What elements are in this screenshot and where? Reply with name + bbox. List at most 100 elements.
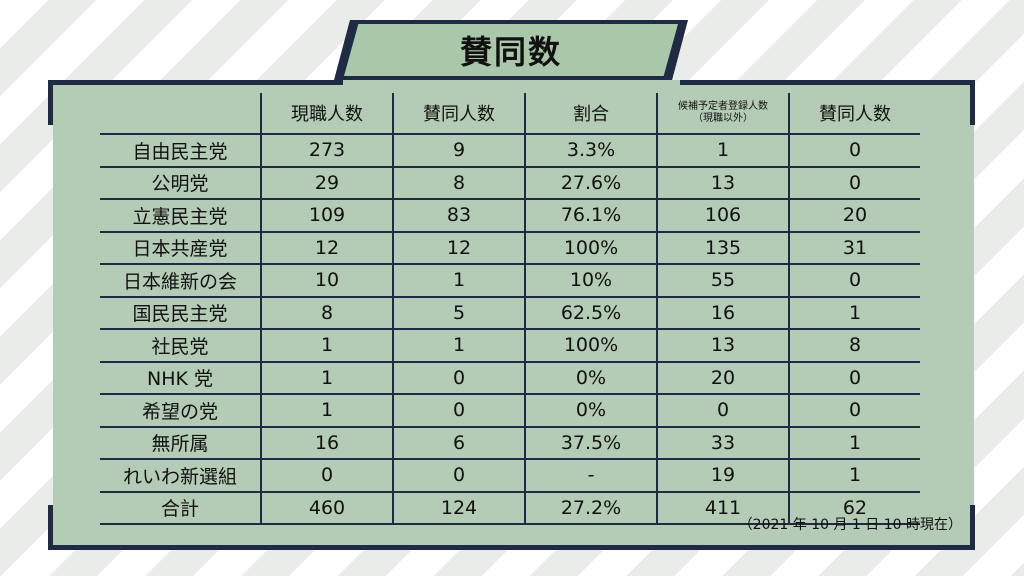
value-cell: 106 [656,199,789,233]
party-name-cell: 希望の党 [100,394,261,428]
value-cell: 10% [524,264,657,298]
date-note: （2021 年 10 月 1 日 10 時現在） [738,517,962,533]
header-supporters: 賛同人数 [392,93,525,135]
bracket-left-top [48,80,53,125]
party-name-cell: 日本維新の会 [100,264,261,298]
value-cell: 12 [392,231,525,265]
value-cell: 0 [788,166,920,200]
value-cell: 12 [260,231,393,265]
value-cell: 83 [392,199,525,233]
value-cell: 124 [392,491,525,525]
header-candidates-main: 候補予定者登録人数 [678,101,768,112]
table-row: 国民民主党 8 5 62.5% 16 1 [100,296,920,330]
value-cell: 20 [656,361,789,395]
value-cell: 0% [524,394,657,428]
table-row: NHK 党 1 0 0% 20 0 [100,361,920,395]
value-cell: 100% [524,329,657,363]
bracket-top-right [680,80,974,85]
value-cell: 0 [788,394,920,428]
value-cell: 9 [392,134,525,168]
value-cell: 1 [392,329,525,363]
value-cell: 8 [788,329,920,363]
value-cell: 19 [656,459,789,493]
value-cell: 0 [656,394,789,428]
value-cell: 109 [260,199,393,233]
value-cell: 1 [788,426,920,460]
value-cell: 273 [260,134,393,168]
value-cell: 13 [656,166,789,200]
table-row: 日本共産党 12 12 100% 135 31 [100,231,920,265]
value-cell: 62 [788,491,920,525]
page-title: 賛同数 [344,24,678,76]
value-cell: - [524,459,657,493]
value-cell: 37.5% [524,426,657,460]
value-cell: 5 [392,296,525,330]
value-cell: 1 [260,329,393,363]
value-cell: 31 [788,231,920,265]
bracket-bottom [53,545,974,550]
table-row: 立憲民主党 109 83 76.1% 106 20 [100,199,920,233]
value-cell: 20 [788,199,920,233]
party-name-cell: 社民党 [100,329,261,363]
value-cell: 1 [788,296,920,330]
value-cell: 27.2% [524,491,657,525]
header-incumbents: 現職人数 [260,93,393,135]
bracket-top-left [53,80,343,85]
value-cell: 1 [392,264,525,298]
header-row: 現職人数 賛同人数 割合 候補予定者登録人数 （現職以外） 賛同人数 [100,93,920,135]
party-name-cell: れいわ新選組 [100,459,261,493]
table-row: 日本維新の会 10 1 10% 55 0 [100,264,920,298]
value-cell: 1 [260,361,393,395]
value-cell: 0 [788,134,920,168]
table-row: 希望の党 1 0 0% 0 0 [100,394,920,428]
value-cell: 13 [656,329,789,363]
party-name-cell: 立憲民主党 [100,199,261,233]
value-cell: 411 [656,491,789,525]
value-cell: 3.3% [524,134,657,168]
value-cell: 76.1% [524,199,657,233]
bracket-right-top [970,80,975,125]
value-cell: 1 [260,394,393,428]
party-name-cell: 自由民主党 [100,134,261,168]
value-cell: 27.6% [524,166,657,200]
table-row: 自由民主党 273 9 3.3% 1 0 [100,134,920,168]
value-cell: 29 [260,166,393,200]
header-ratio: 割合 [524,93,657,135]
table-row: 公明党 29 8 27.6% 13 0 [100,166,920,200]
value-cell: 10 [260,264,393,298]
value-cell: 6 [392,426,525,460]
value-cell: 460 [260,491,393,525]
party-name-cell: 無所属 [100,426,261,460]
value-cell: 100% [524,231,657,265]
table-row: 社民党 1 1 100% 13 8 [100,329,920,363]
value-cell: 0 [260,459,393,493]
table-row: 無所属 16 6 37.5% 33 1 [100,426,920,460]
value-cell: 0 [788,264,920,298]
value-cell: 0% [524,361,657,395]
value-cell: 135 [656,231,789,265]
party-name-cell: 日本共産党 [100,231,261,265]
value-cell: 0 [392,459,525,493]
value-cell: 33 [656,426,789,460]
value-cell: 8 [260,296,393,330]
party-name-cell: 合計 [100,491,261,525]
header-candidates: 候補予定者登録人数 （現職以外） [656,93,789,135]
value-cell: 8 [392,166,525,200]
bracket-right-bottom [970,505,975,550]
value-cell: 0 [392,394,525,428]
party-name-cell: 国民民主党 [100,296,261,330]
bracket-left-bottom [48,505,53,550]
value-cell: 1 [656,134,789,168]
table-row: れいわ新選組 0 0-19 1 [100,459,920,493]
header-supporters-2: 賛同人数 [788,93,920,135]
value-cell: 0 [392,361,525,395]
party-name-cell: NHK 党 [100,361,261,395]
value-cell: 16 [656,296,789,330]
support-table: 現職人数 賛同人数 割合 候補予定者登録人数 （現職以外） 賛同人数 自由民主党… [100,93,920,525]
value-cell: 0 [788,361,920,395]
value-cell: 1 [788,459,920,493]
header-candidates-sub: （現職以外） [693,113,753,124]
header-party [100,93,261,135]
party-name-cell: 公明党 [100,166,261,200]
value-cell: 16 [260,426,393,460]
